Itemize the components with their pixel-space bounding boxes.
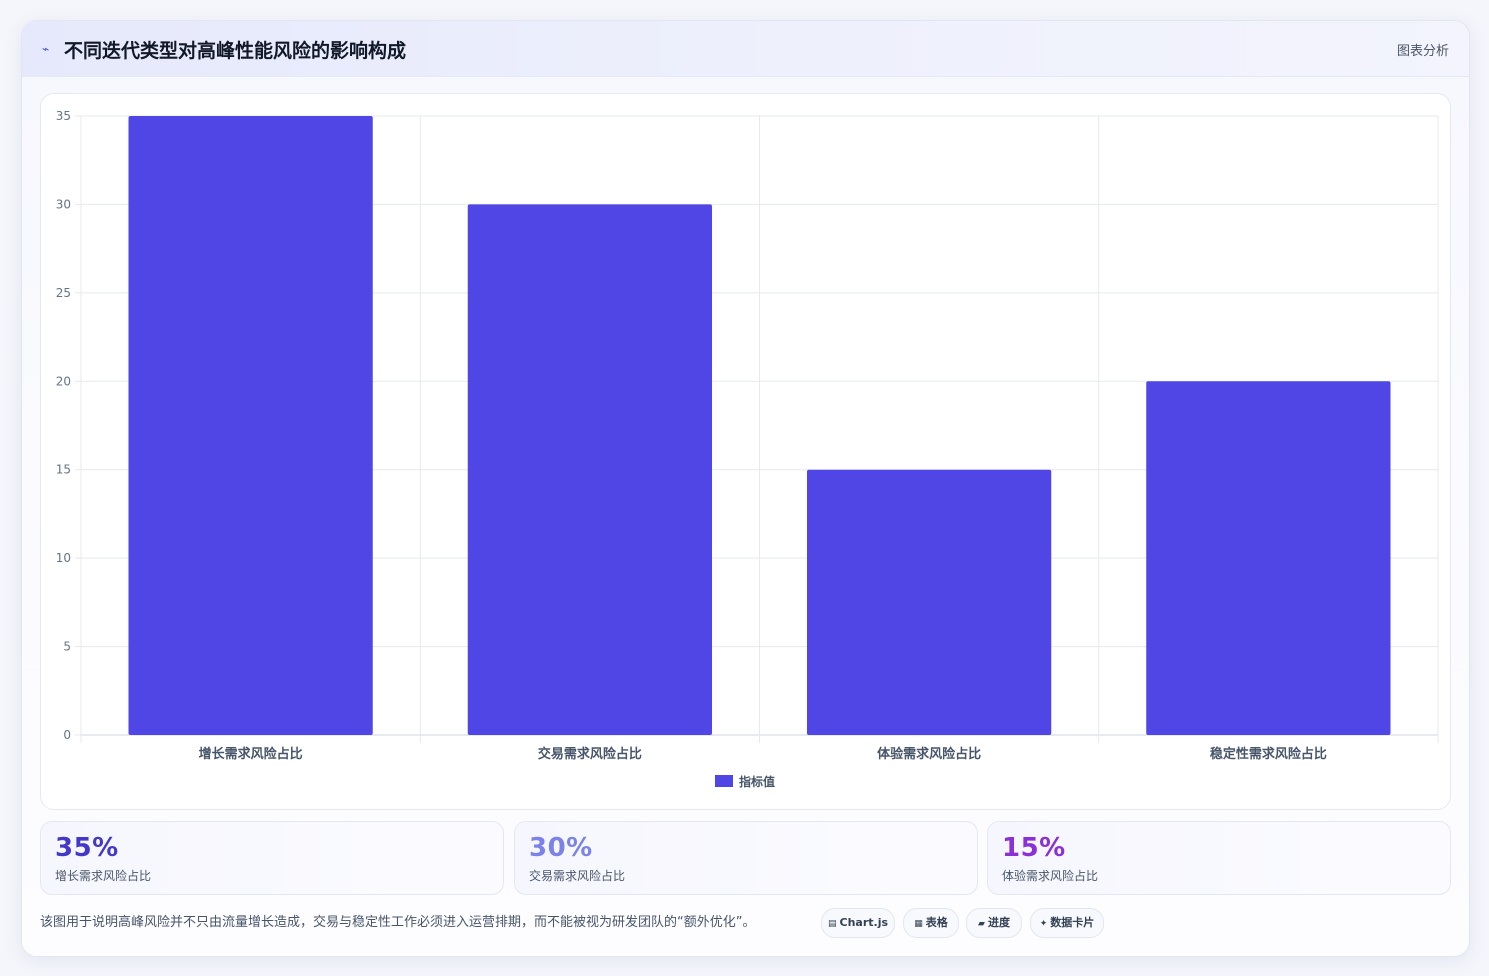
bar-chart: 0 5 10 15 20 25 30 35 增长需求风险占比 交易需求风险占比 体验需求风险占比 稳定… (56, 109, 1439, 789)
y-tick-label: 15 (56, 463, 71, 477)
x-tick-label: 增长需求风险占比 (199, 746, 303, 762)
pill-label: 表格 (925, 916, 948, 929)
y-tick-label: 0 (63, 728, 71, 742)
pill-progress[interactable]: ▰ 进度 (966, 908, 1022, 938)
y-tick-label: 20 (56, 374, 71, 388)
legend-swatch (715, 775, 733, 787)
stat-value: 15% (1002, 833, 1066, 863)
trend-icon: ⌁ (42, 42, 50, 56)
y-tick-label: 5 (63, 640, 71, 654)
pill-label: 进度 (987, 916, 1010, 929)
x-tick-label: 稳定性需求风险占比 (1210, 746, 1327, 762)
pill-data-card[interactable]: ✦ 数据卡片 (1030, 908, 1104, 938)
pill-chartjs[interactable]: ▤ Chart.js (821, 908, 895, 938)
chart-icon: ▤ (827, 919, 837, 929)
chart-analysis-tag: 图表分析 (1396, 44, 1449, 59)
stat-card-growth: 35% 增长需求风险占比 (40, 821, 504, 895)
table-icon: ▦ (914, 919, 923, 929)
stat-value: 30% (529, 833, 593, 863)
progress-icon: ▰ (978, 919, 985, 929)
stat-label: 体验需求风险占比 (1002, 869, 1099, 883)
bar (1146, 381, 1391, 735)
legend-label: 指标值 (739, 774, 775, 789)
stat-value: 35% (55, 833, 119, 863)
y-tick-label: 10 (56, 551, 71, 565)
y-tick-label: 30 (56, 197, 71, 211)
bar (128, 116, 373, 735)
stat-label: 交易需求风险占比 (529, 869, 626, 883)
chart-card: ⌁ 不同迭代类型对高峰性能风险的影响构成 图表分析 0 5 10 15 20 25 30 35… (21, 20, 1470, 957)
page-title: 不同迭代类型对高峰性能风险的影响构成 (64, 40, 407, 62)
pill-label: 数据卡片 (1050, 916, 1095, 929)
pill-table[interactable]: ▦ 表格 (903, 908, 959, 938)
x-tick-label: 体验需求风险占比 (877, 746, 981, 762)
pill-label: Chart.js (839, 916, 889, 929)
chart-panel: 0 5 10 15 20 25 30 35 增长需求风险占比 交易需求风险占比 体验需求风险占比 稳定… (40, 93, 1451, 810)
x-tick-label: 交易需求风险占比 (538, 746, 642, 762)
card-body: 0 5 10 15 20 25 30 35 增长需求风险占比 交易需求风险占比 体验需求风险占比 稳定… (22, 77, 1469, 956)
stat-card-transaction: 30% 交易需求风险占比 (514, 821, 978, 895)
stat-card-experience: 15% 体验需求风险占比 (987, 821, 1451, 895)
y-tick-label: 35 (56, 109, 71, 123)
sparkle-icon: ✦ (1039, 919, 1048, 929)
y-tick-label: 25 (56, 286, 71, 300)
bar (467, 204, 713, 735)
card-header: ⌁ 不同迭代类型对高峰性能风险的影响构成 图表分析 (22, 21, 1469, 77)
stat-label: 增长需求风险占比 (55, 869, 152, 883)
bar (806, 469, 1052, 735)
chart-footnote: 该图用于说明高峰风险并不只由流量增长造成，交易与稳定性工作必须进入运营排期，而不… (40, 915, 756, 930)
